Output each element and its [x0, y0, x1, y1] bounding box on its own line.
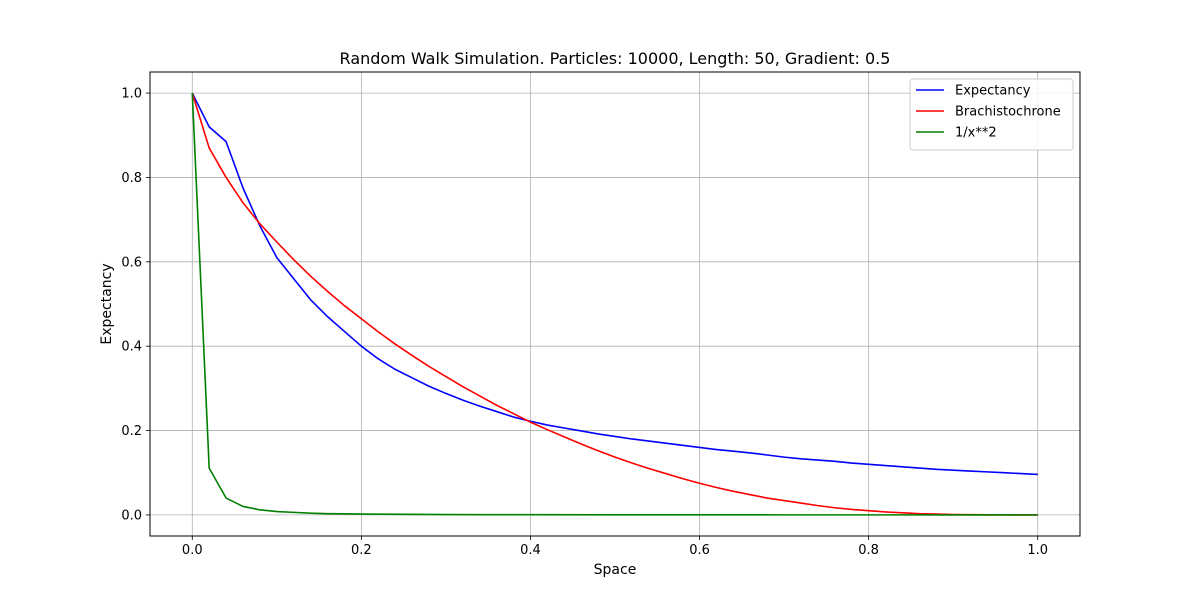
y-axis-label: Expectancy — [99, 263, 115, 344]
legend-box — [909, 78, 1074, 151]
x-tick-label: 0.0 — [182, 543, 203, 558]
x-tick-label: 0.6 — [689, 543, 710, 558]
x-tick-label: 0.8 — [858, 543, 879, 558]
x-axis-label: Space — [594, 562, 637, 578]
y-tick-label: 1.0 — [121, 87, 142, 102]
y-tick-label: 0.6 — [121, 255, 142, 270]
x-tick-label: 0.4 — [520, 543, 541, 558]
x-tick-label: 0.2 — [351, 543, 372, 558]
legend-label: Expectancy — [955, 84, 1031, 99]
series-line-1-x-2 — [191, 93, 1038, 516]
plot-frame — [149, 71, 1081, 537]
series-line-brachistochrone — [191, 92, 1038, 516]
y-tick-label: 0.8 — [121, 171, 142, 186]
series-lines — [191, 92, 1038, 516]
chart-title: Random Walk Simulation. Particles: 10000… — [340, 49, 891, 68]
y-tick-label: 0.2 — [121, 424, 142, 439]
series-line-expectancy — [191, 92, 1038, 476]
legend-label: Brachistochrone — [955, 105, 1061, 120]
x-tick-label: 1.0 — [1027, 543, 1048, 558]
y-tick-label: 0.4 — [121, 340, 142, 355]
y-tick-label: 0.0 — [121, 508, 142, 523]
legend-label: 1/x**2 — [955, 126, 997, 141]
legend: Expectancy Brachistochrone 1/x**2 — [909, 78, 1074, 151]
axis-ticks: 0.0 0.2 0.4 0.6 0.8 1.0 0.0 0.2 0.4 0.6 0.8 1.0 — [121, 87, 1048, 558]
